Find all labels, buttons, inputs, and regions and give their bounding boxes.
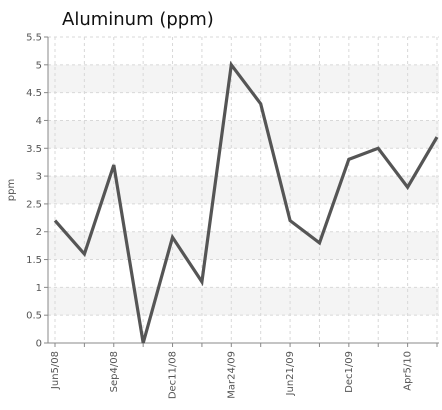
y-axis-label: ppm	[6, 179, 17, 201]
y-tick-label: 0	[36, 339, 42, 350]
y-tick-label: 5.5	[26, 33, 42, 44]
series-line	[53, 60, 439, 344]
series	[53, 60, 439, 344]
chart-title: Aluminum (ppm)	[62, 9, 214, 30]
grid-band	[48, 176, 439, 204]
grid-band	[48, 287, 439, 316]
y-tick-label: 1.5	[26, 255, 42, 266]
y-tick-label: 4	[36, 116, 42, 127]
y-tick-label: 5	[36, 60, 42, 71]
y-tick-label: 2	[36, 227, 42, 238]
y-tick-label: 2.5	[26, 199, 42, 210]
x-tick-label: Jun21/09	[285, 351, 296, 396]
axes	[47, 37, 439, 344]
x-tick-label: Sep4/08	[109, 351, 120, 392]
y-tick-label: 0.5	[26, 311, 42, 322]
x-tick-label: Apr5/10	[403, 351, 414, 391]
grid-band	[48, 120, 439, 149]
y-tick-label: 3.5	[26, 144, 42, 155]
x-tick-label: Dec1/09	[344, 351, 355, 393]
x-tick-label: Dec11/08	[168, 351, 179, 399]
y-tick-label: 3	[36, 172, 42, 183]
y-tick-label: 1	[36, 283, 42, 294]
y-axis-ticks: 0 0.5 1 1.5 2 2.5 3 3.5 4 4.5 5 5.5	[26, 33, 48, 350]
y-tick-label: 4.5	[26, 88, 42, 99]
grid-band	[48, 231, 439, 260]
x-tick-label: Mar24/09	[226, 351, 237, 399]
x-axis-ticks: Jun5/08 Sep4/08 Dec11/08 Mar24/09 Jun21/09 De…	[50, 343, 438, 399]
x-tick-label: Jun5/08	[50, 351, 61, 390]
